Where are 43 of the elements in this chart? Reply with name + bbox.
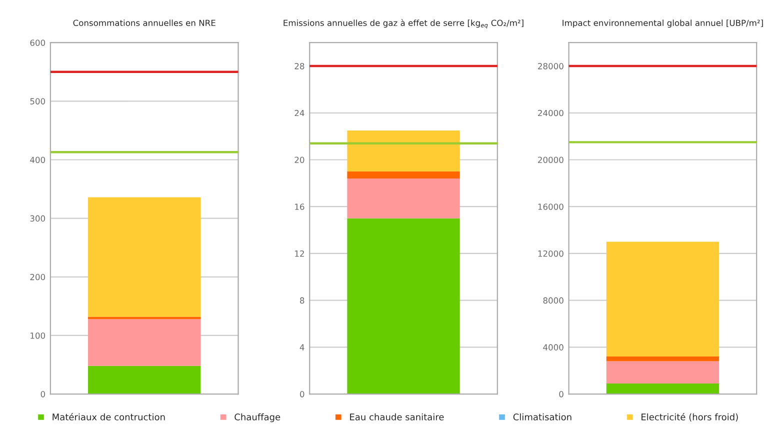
y-tick-label: 400 <box>30 156 46 164</box>
chart-title: Consommations annuelles en NRE <box>73 20 216 26</box>
y-tick-label: 24000 <box>538 110 564 116</box>
bar <box>606 384 720 394</box>
y-tick-label: 100 <box>30 332 46 339</box>
y-tick-label: 0 <box>559 391 564 398</box>
y-tick-label: 600 <box>30 40 46 46</box>
y-tick-label: 12 <box>295 250 304 257</box>
chart-title: Impact environnemental global annuel [UBP/m²] <box>562 20 763 28</box>
y-tick-label: 8 <box>300 297 304 304</box>
y-tick-label: 28 <box>294 63 304 70</box>
legend-label: Matériaux de contruction <box>52 413 165 420</box>
legend-label: Eau chaude sanitaire <box>350 413 444 420</box>
y-tick-label: 300 <box>30 215 46 222</box>
legend-label: Climatisation <box>513 413 572 420</box>
y-tick-label: 8000 <box>543 297 564 304</box>
bar <box>88 366 201 394</box>
y-tick-label: 4000 <box>543 344 564 350</box>
chart-title: Emissions annuelles de gaz à effet de serre [kg$_{eq}$ CO₂/m²] <box>284 19 524 28</box>
y-tick-label: 20 <box>294 156 304 164</box>
bar <box>606 361 720 384</box>
y-tick-label: 4 <box>300 344 304 350</box>
y-tick-label: 500 <box>30 98 46 104</box>
bar <box>606 242 720 357</box>
y-tick-label: 200 <box>30 274 46 280</box>
y-tick-label: 16000 <box>538 204 564 210</box>
y-tick-label: 16 <box>295 204 304 210</box>
legend-label: Electricité (hors froid) <box>642 413 738 422</box>
y-tick-label: 28000 <box>538 63 564 70</box>
bar <box>347 178 460 218</box>
bar <box>606 356 720 362</box>
y-tick-label: 0 <box>300 391 304 398</box>
bar <box>88 316 201 320</box>
legend-label: Chauffage <box>234 413 280 422</box>
bar <box>347 130 460 172</box>
y-tick-label: 12000 <box>538 250 564 257</box>
bar <box>88 319 201 366</box>
bar <box>347 171 460 178</box>
y-tick-label: 0 <box>40 391 46 398</box>
y-tick-label: 24 <box>294 110 304 116</box>
bar <box>347 218 460 394</box>
y-tick-label: 20000 <box>538 156 564 164</box>
bar <box>88 197 201 317</box>
